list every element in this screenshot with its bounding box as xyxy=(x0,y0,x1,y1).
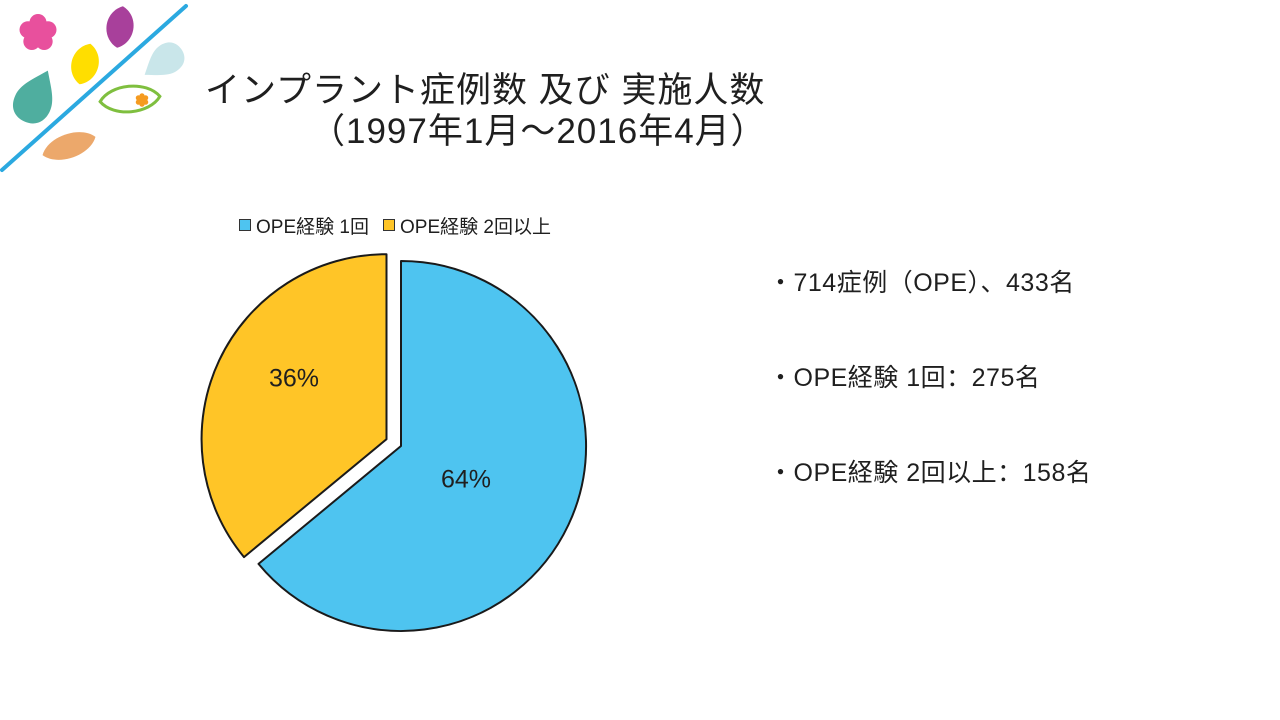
branch-line-icon xyxy=(0,4,188,172)
teal-leaf-icon xyxy=(12,70,53,124)
slide-title-line1: インプラント症例数 及び 実施人数 xyxy=(205,71,766,110)
tan-leaf-icon xyxy=(42,132,96,160)
pie-data-label-36: 36% xyxy=(269,365,319,393)
legend-swatch-blue-icon xyxy=(239,219,252,231)
green-outline-leaf-icon xyxy=(98,84,162,114)
legend-label: OPE経験 2回以上 xyxy=(400,216,551,238)
purple-leaf-icon xyxy=(106,6,134,48)
pie-data-label-64: 64% xyxy=(441,466,491,494)
pie-slice-ope-2plus xyxy=(200,253,388,559)
legend-label: OPE経験 1回 xyxy=(256,216,369,238)
legend-item-ope-2plus: OPE経験 2回以上 xyxy=(383,212,551,239)
logo xyxy=(0,4,188,172)
bullet-ope-2plus: ・OPE経験 2回以上：158名 xyxy=(768,459,1092,487)
legend-item-ope-1: OPE経験 1回 xyxy=(239,212,369,239)
pie-slice-ope-1 xyxy=(257,260,588,632)
orange-flower-icon xyxy=(135,93,149,107)
bullet-total-cases: ・714症例（OPE）、433名 xyxy=(768,269,1075,297)
slide-title: インプラント症例数 及び 実施人数 （1997年1月～2016年4月） xyxy=(205,70,767,152)
bullet-ope-1: ・OPE経験 1回：275名 xyxy=(768,364,1041,392)
pie-chart: 36% 64% xyxy=(200,253,588,632)
pale-blue-leaf-icon xyxy=(144,42,185,76)
slide-title-line2: （1997年1月～2016年4月） xyxy=(310,112,767,151)
legend-swatch-yellow-icon xyxy=(383,219,395,231)
chart-legend: OPE経験 1回 OPE経験 2回以上 xyxy=(180,212,610,238)
yellow-leaf-icon xyxy=(71,43,99,85)
pink-flower-icon xyxy=(19,14,57,50)
